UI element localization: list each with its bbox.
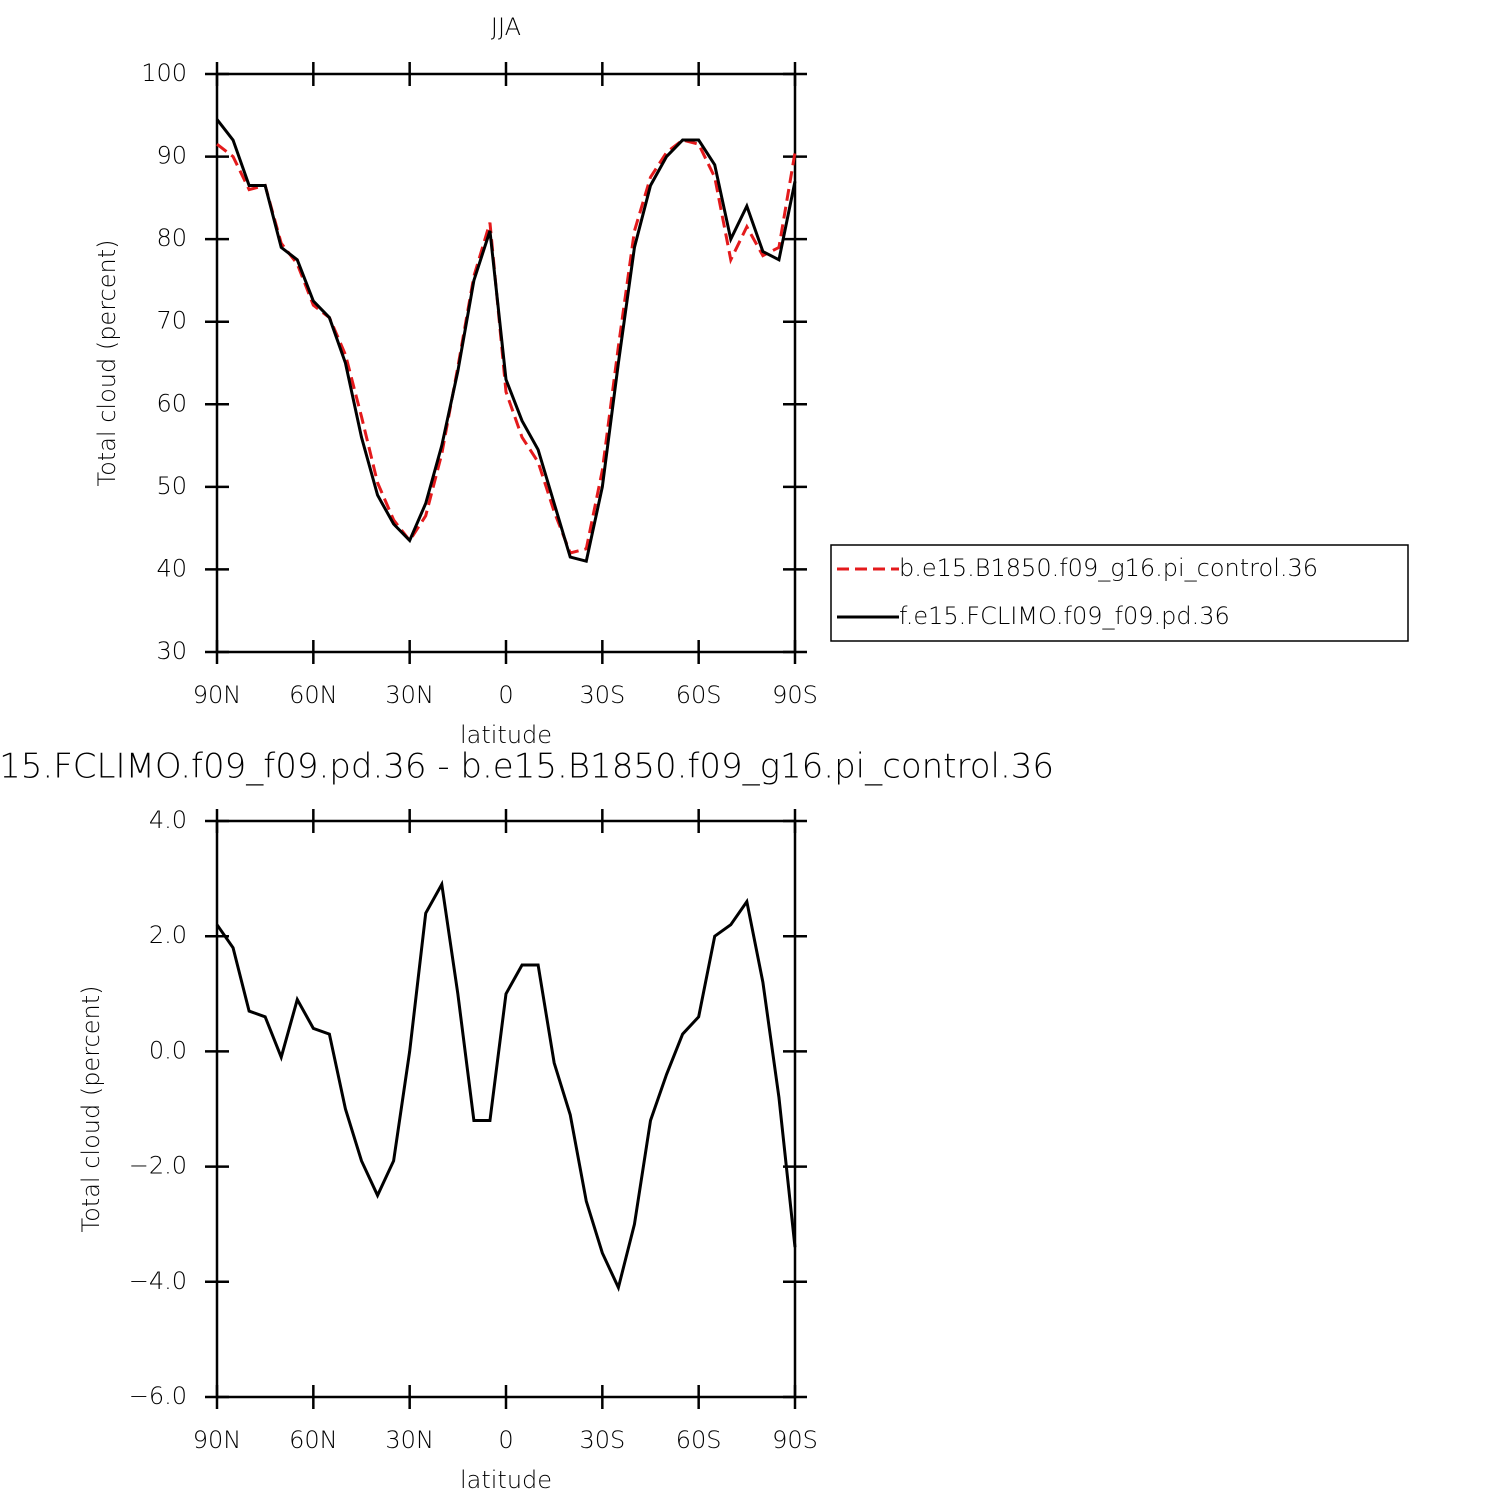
y-tick-label: 100 <box>141 59 187 87</box>
x-tick-label: 30S <box>579 681 625 709</box>
y-tick-label: 50 <box>156 472 187 500</box>
y-tick-label: −2.0 <box>129 1152 187 1180</box>
series-line <box>215 879 797 1293</box>
legend-box <box>830 544 1409 642</box>
x-tick-label: 90S <box>772 1426 818 1454</box>
y-tick-label: −6.0 <box>129 1382 187 1410</box>
x-tick-label: 90N <box>193 681 242 709</box>
series-line <box>215 118 797 564</box>
x-tick-label: 60S <box>676 681 722 709</box>
x-tick-label: 30N <box>385 681 434 709</box>
y-tick-label: 2.0 <box>149 921 187 949</box>
y-axis-label: Total cloud (percent) <box>77 986 105 1233</box>
y-tick-label: 80 <box>156 224 187 252</box>
x-tick-label: 0 <box>498 1426 513 1454</box>
x-tick-label: 90N <box>193 1426 242 1454</box>
x-tick-label: 60S <box>676 1426 722 1454</box>
x-tick-label: 30S <box>579 1426 625 1454</box>
x-axis-label: latitude <box>460 1466 552 1494</box>
plot-frame <box>215 72 797 654</box>
series-line <box>216 138 797 555</box>
x-tick-label: 0 <box>498 681 513 709</box>
x-tick-label: 60N <box>289 1426 338 1454</box>
y-tick-label: 30 <box>156 637 187 665</box>
x-tick-label: 90S <box>772 681 818 709</box>
y-tick-label: 90 <box>156 142 187 170</box>
chart-title: JJA <box>491 13 521 41</box>
y-tick-label: 70 <box>156 307 187 335</box>
chart-title: f.e15.FCLIMO.f09_f09.pd.36 - b.e15.B1850… <box>0 747 1054 787</box>
legend-label: f.e15.FCLIMO.f09_f09.pd.36 <box>899 602 1230 630</box>
legend-label: b.e15.B1850.f09_g16.pi_control.36 <box>899 554 1318 582</box>
plot-frame <box>215 819 797 1399</box>
y-axis-label: Total cloud (percent) <box>93 240 121 487</box>
x-tick-label: 60N <box>289 681 338 709</box>
x-tick-label: 30N <box>385 1426 434 1454</box>
y-tick-label: −4.0 <box>129 1267 187 1295</box>
y-tick-label: 60 <box>156 389 187 417</box>
x-axis-label: latitude <box>460 721 552 749</box>
y-tick-label: 40 <box>156 554 187 582</box>
y-tick-label: 4.0 <box>149 806 187 834</box>
y-tick-label: 0.0 <box>149 1036 187 1064</box>
